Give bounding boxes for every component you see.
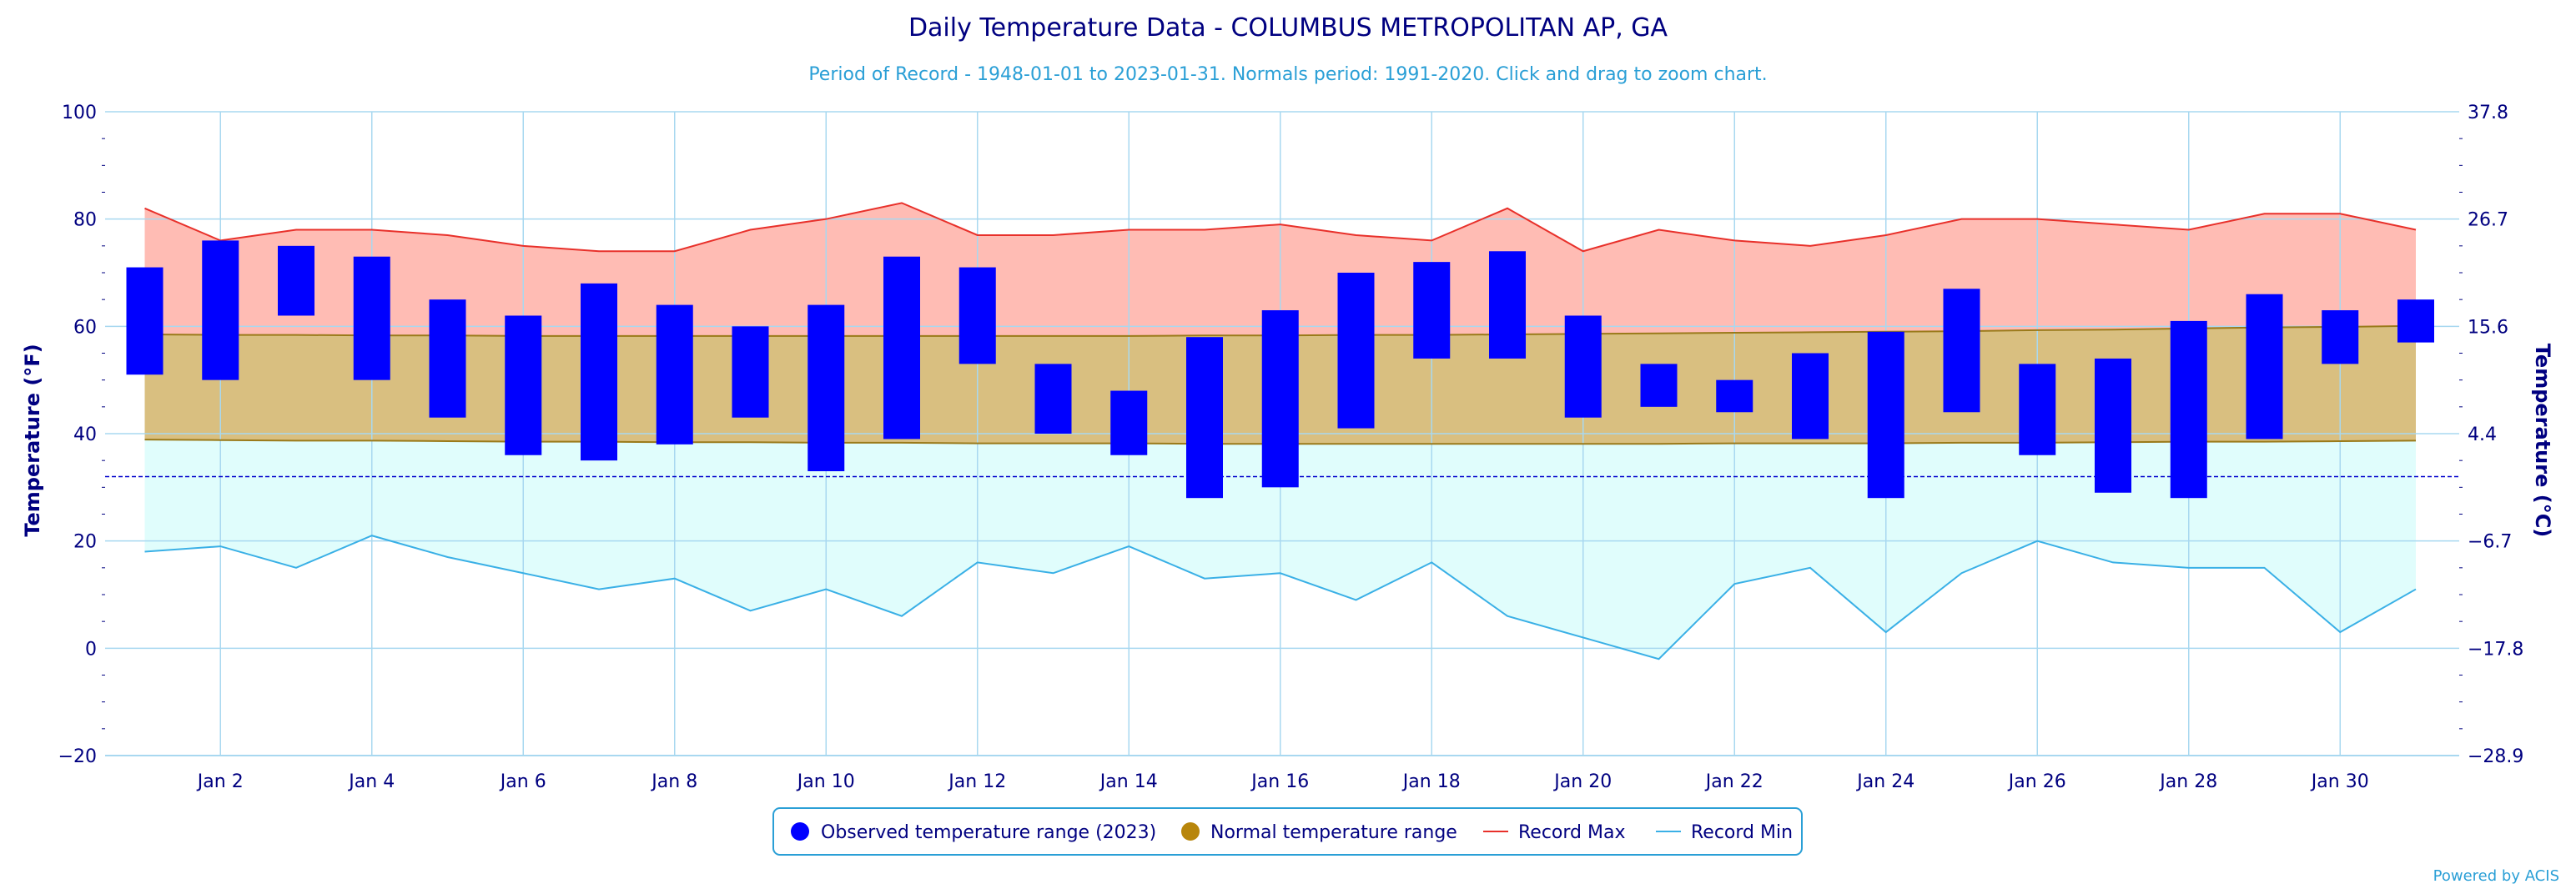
x-tick-label: Jan 18	[1401, 771, 1461, 792]
x-tick-label: Jan 4	[347, 771, 395, 792]
record-max-line[interactable]	[144, 202, 2417, 253]
observed-bar[interactable]	[1034, 364, 1072, 434]
observed-bar[interactable]	[1943, 289, 1980, 413]
observed-bar[interactable]	[1489, 251, 1526, 359]
plot-area[interactable]: 100 37.8 80 26.7 60 15.6 40 4.4 20 −6.7 0 −17.8 −20 −…	[58, 103, 2524, 792]
observed-bar[interactable]	[732, 326, 769, 418]
observed-bar[interactable]	[1867, 331, 1904, 499]
y-tick-label-right: −28.9	[2468, 746, 2523, 767]
observed-bar[interactable]	[808, 304, 845, 472]
y-tick-label-right: −6.7	[2468, 532, 2512, 553]
observed-bar[interactable]	[1186, 337, 1223, 499]
y-tick-label-left: 20	[73, 532, 97, 553]
observed-bar[interactable]	[656, 304, 693, 444]
y-tick-label-left: 100	[62, 103, 97, 123]
y-tick-label-left: 60	[73, 317, 97, 338]
observed-bar[interactable]	[581, 283, 617, 461]
x-tick-label: Jan 14	[1099, 771, 1158, 792]
legend-normal-marker	[1181, 822, 1200, 841]
observed-bar[interactable]	[958, 267, 996, 364]
x-tick-label: Jan 30	[2310, 771, 2369, 792]
y-tick-label-right: 4.4	[2468, 424, 2497, 445]
x-tick-label: Jan 6	[499, 771, 546, 792]
x-tick-label: Jan 8	[650, 771, 697, 792]
observed-bar[interactable]	[1716, 379, 1753, 413]
chart-title: Daily Temperature Data - COLUMBUS METROP…	[908, 13, 1668, 43]
observed-bar[interactable]	[1110, 390, 1148, 455]
y-tick-label-right: 37.8	[2468, 103, 2508, 123]
y-tick-label-right: 15.6	[2468, 317, 2508, 338]
x-tick-label: Jan 12	[947, 771, 1006, 792]
observed-bar[interactable]	[1261, 310, 1299, 488]
y-tick-label-left: 40	[73, 424, 97, 445]
legend-normal-label[interactable]: Normal temperature range	[1210, 822, 1457, 843]
observed-bar[interactable]	[883, 256, 920, 439]
y-tick-label-left: 80	[73, 210, 97, 231]
observed-bar[interactable]	[278, 245, 314, 316]
observed-bar[interactable]	[505, 315, 542, 455]
legend-record-max-label[interactable]: Record Max	[1518, 822, 1626, 843]
credits-link[interactable]: Powered by ACIS	[2433, 867, 2559, 885]
observed-bar[interactable]	[1640, 364, 1678, 407]
legend-record-min-label[interactable]: Record Min	[1691, 822, 1793, 843]
x-tick-label: Jan 22	[1704, 771, 1763, 792]
observed-bar[interactable]	[429, 299, 466, 418]
observed-bar[interactable]	[126, 267, 164, 375]
x-tick-label: Jan 28	[2158, 771, 2217, 792]
observed-bar[interactable]	[1564, 315, 1602, 418]
observed-bar[interactable]	[2397, 299, 2434, 343]
legend-observed-marker	[791, 822, 809, 841]
observed-bar[interactable]	[353, 256, 390, 380]
y-tick-label-left: 0	[85, 639, 97, 660]
x-tick-label: Jan 26	[2007, 771, 2066, 792]
legend: Observed temperature range (2023) Normal…	[772, 807, 1803, 856]
observed-bar[interactable]	[2246, 294, 2283, 439]
observed-bar[interactable]	[1792, 353, 1829, 439]
x-tick-label: Jan 24	[1855, 771, 1914, 792]
x-tick-label: Jan 10	[796, 771, 855, 792]
observed-bar[interactable]	[2019, 364, 2056, 455]
observed-bar[interactable]	[1413, 262, 1451, 359]
x-tick-label: Jan 2	[196, 771, 244, 792]
chart-subtitle: Period of Record - 1948-01-01 to 2023-01…	[808, 64, 1767, 85]
y-tick-label-right: −17.8	[2468, 639, 2523, 660]
y-axis-title-right: Temperature (°C)	[2531, 344, 2554, 538]
observed-bar[interactable]	[2095, 358, 2131, 493]
observed-bar[interactable]	[2170, 320, 2207, 499]
x-tick-label: Jan 16	[1250, 771, 1309, 792]
y-axis-title-left: Temperature (°F)	[21, 344, 44, 536]
x-tick-label: Jan 20	[1552, 771, 1612, 792]
observed-bar[interactable]	[202, 240, 239, 380]
y-tick-label-right: 26.7	[2468, 210, 2508, 231]
y-tick-label-left: −20	[58, 746, 97, 767]
record-min-line[interactable]	[144, 535, 2417, 660]
observed-bar[interactable]	[2322, 310, 2359, 364]
legend-box	[772, 807, 1803, 856]
legend-observed-label[interactable]: Observed temperature range (2023)	[821, 822, 1156, 843]
observed-bar[interactable]	[1337, 273, 1375, 429]
